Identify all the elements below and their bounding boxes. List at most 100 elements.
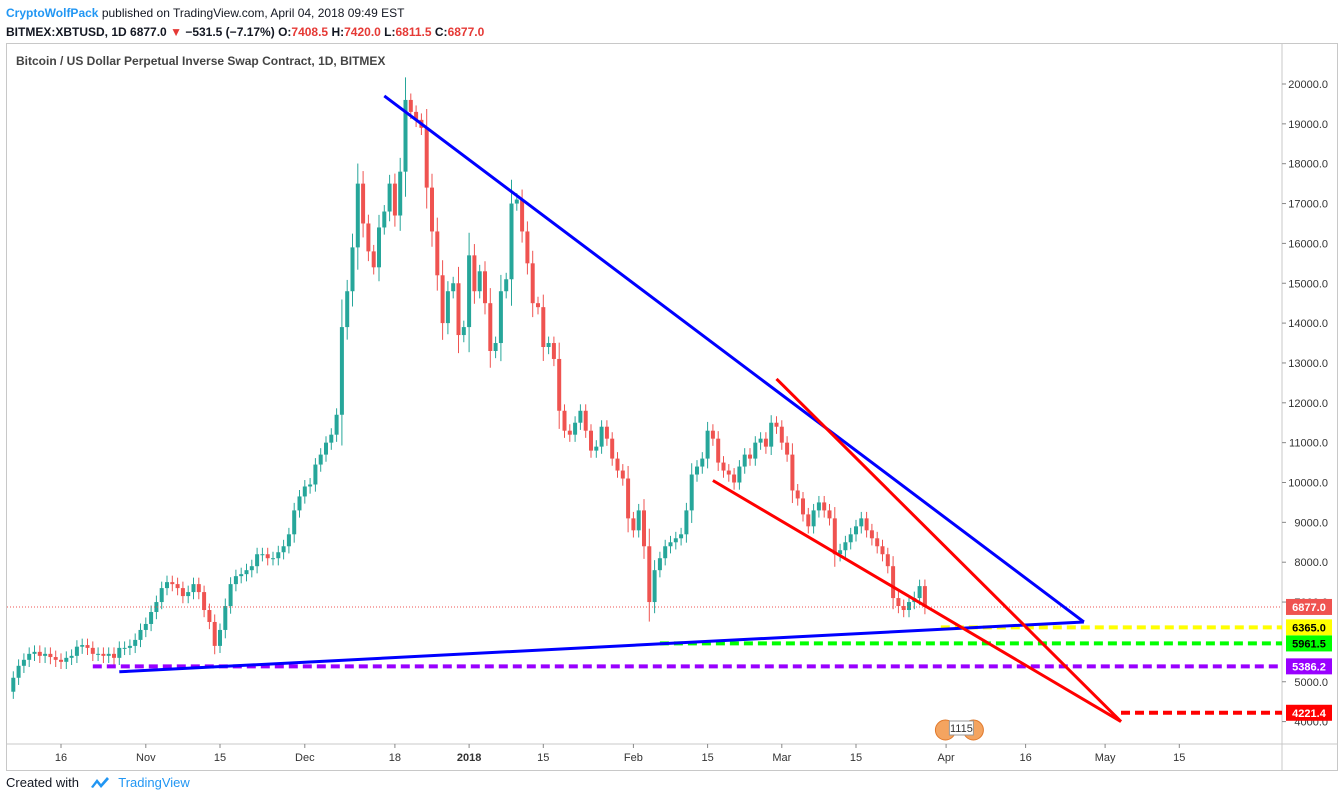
candle-up [334, 414, 339, 435]
candle-down [48, 653, 53, 658]
footer: Created with TradingView [6, 775, 190, 792]
x-tick-label: Mar [772, 752, 791, 764]
candle-down [520, 199, 525, 232]
x-tick-label: 15 [701, 752, 713, 764]
candle-down [827, 510, 832, 519]
candle-up [907, 602, 911, 611]
close-value: 6877.0 [447, 25, 485, 39]
candle-up [149, 612, 154, 624]
candle-up [233, 576, 238, 585]
candle-up [74, 646, 79, 656]
candle-up [318, 454, 323, 465]
candle-up [96, 653, 101, 655]
candle-up [154, 602, 159, 613]
candle-up [165, 582, 169, 589]
candle-up [652, 570, 657, 603]
open-value: 7408.5 [291, 25, 329, 39]
candle-down [864, 518, 869, 531]
candle-up [355, 183, 360, 248]
tradingview-link[interactable]: TradingView [118, 775, 190, 790]
open-label: O: [278, 25, 292, 39]
candle-down [763, 438, 768, 447]
candle-up [467, 255, 472, 328]
candle-up [16, 665, 21, 678]
candle-down [779, 426, 784, 443]
candle-up [122, 647, 127, 649]
y-tick-label: 5000.0 [1294, 677, 1328, 689]
candle-up [657, 558, 662, 571]
candle-down [875, 538, 880, 547]
candle-up [281, 546, 286, 553]
down-arrow-icon: ▼ [170, 25, 182, 39]
x-tick-label: 16 [1019, 752, 1031, 764]
close-label: C: [434, 25, 448, 39]
y-tick-label: 19000.0 [1288, 119, 1328, 131]
candle-down [631, 518, 636, 531]
candle-up [578, 410, 583, 423]
candle-up [573, 422, 578, 435]
candle-up [816, 502, 821, 511]
ohlc-line: BITMEX:XBTUSD, 1D 6877.0 ▼ −531.5 (−7.17… [6, 23, 484, 42]
candle-up [668, 542, 673, 547]
candle-down [361, 183, 366, 224]
last-price-label: 6877.0 [1292, 602, 1326, 614]
publish-info: published on TradingView.com, April 04, … [101, 6, 405, 20]
candle-down [180, 588, 185, 597]
candle-up [679, 534, 684, 539]
y-tick-label: 10000.0 [1288, 478, 1328, 490]
candle-up [461, 327, 466, 336]
chart-frame[interactable] [6, 43, 1338, 771]
candle-down [483, 271, 487, 304]
candle-down [896, 598, 901, 607]
last-price: 6877.0 [130, 25, 167, 39]
candle-down [832, 518, 837, 555]
candle-down [366, 223, 371, 252]
candle-down [90, 647, 95, 654]
x-tick-label: May [1095, 752, 1116, 764]
candle-up [127, 645, 132, 648]
candle-up [753, 442, 758, 459]
candle-up [387, 183, 392, 212]
candle-up [445, 291, 450, 324]
candle-down [392, 183, 397, 216]
candle-up [514, 199, 519, 204]
candle-up [159, 588, 164, 603]
candle-up [191, 584, 196, 593]
candle-down [891, 566, 896, 599]
y-tick-label: 17000.0 [1288, 199, 1328, 211]
low-label: L: [384, 25, 396, 39]
candle-down [435, 231, 440, 276]
trendline [712, 479, 1122, 723]
candle-up [286, 534, 291, 547]
candle-down [604, 426, 609, 439]
candle-up [255, 554, 260, 567]
candle-down [53, 657, 58, 660]
candle-up [313, 464, 318, 485]
candle-up [758, 438, 763, 443]
x-tick-label: Nov [136, 752, 156, 764]
candle-up [737, 466, 742, 483]
trendline [119, 620, 1084, 674]
candle-down [583, 410, 588, 431]
tradingview-logo-icon [89, 775, 111, 792]
candle-down [196, 584, 201, 593]
high-value: 7420.0 [344, 25, 381, 39]
author-link[interactable]: CryptoWolfPack [6, 6, 99, 20]
candle-down [901, 606, 906, 611]
candle-down [790, 454, 795, 491]
annotation-box [948, 720, 974, 736]
high-label: H: [331, 25, 345, 39]
candle-up [80, 645, 85, 647]
candle-up [302, 486, 307, 497]
candle-down [557, 358, 562, 411]
candle-up [838, 550, 843, 555]
candle-up [239, 574, 244, 577]
candle-down [202, 592, 207, 611]
x-tick-label: Apr [938, 752, 955, 764]
candle-down [430, 187, 434, 232]
candle-down [869, 530, 874, 539]
candle-down [922, 586, 927, 607]
candle-down [880, 546, 885, 555]
trendline [775, 377, 1123, 723]
